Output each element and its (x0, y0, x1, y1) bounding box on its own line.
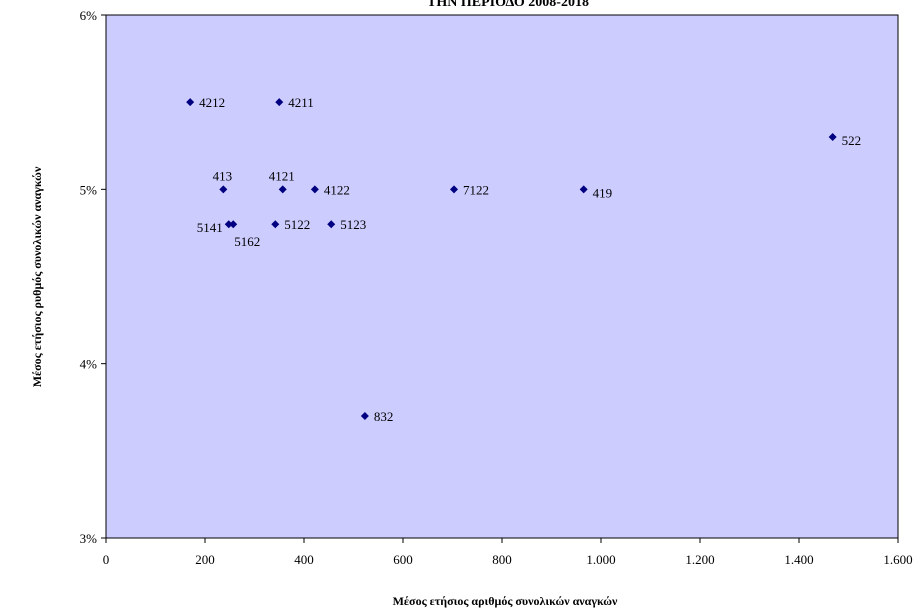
data-point-marker (449, 185, 458, 194)
data-point-marker (275, 98, 284, 107)
y-tick-label: 3% (80, 531, 98, 546)
data-point-label: 5162 (234, 234, 260, 249)
y-tick-label: 4% (80, 357, 98, 372)
y-tick-label: 5% (80, 182, 98, 197)
x-tick-label: 1.200 (685, 552, 714, 567)
x-tick-label: 1.400 (784, 552, 813, 567)
x-tick-label: 1.000 (586, 552, 615, 567)
data-point-marker (310, 185, 319, 194)
data-point-marker (278, 185, 287, 194)
data-point-label: 4211 (288, 95, 314, 110)
x-tick-label: 600 (393, 552, 413, 567)
data-point-label: 4212 (199, 95, 225, 110)
data-points: 4212 4211 522 413 4121 4122 7122 419 5141 5162 512… (186, 95, 861, 424)
x-tick-label: 1.600 (883, 552, 912, 567)
data-point-marker (327, 220, 336, 229)
data-point-label: 413 (213, 168, 233, 183)
data-point-marker (186, 98, 195, 107)
data-point-label: 4121 (269, 168, 295, 183)
data-point-marker (229, 220, 238, 229)
data-point-label: 832 (374, 409, 394, 424)
data-point-label: 5141 (197, 220, 223, 235)
y-tick-label: 6% (80, 8, 98, 23)
x-tick-label: 0 (103, 552, 110, 567)
data-point-label: 4122 (324, 182, 350, 197)
data-point-label: 5122 (284, 217, 310, 232)
data-point-marker (828, 133, 837, 142)
data-point-marker (579, 185, 588, 194)
x-axis-title: Μέσος ετήσιος αριθμός συνολικών αναγκών (393, 594, 618, 608)
data-point-marker (360, 411, 369, 420)
data-point-label: 7122 (463, 182, 489, 197)
x-tick-label: 800 (492, 552, 512, 567)
data-point-marker (219, 185, 228, 194)
x-tick-label: 200 (195, 552, 215, 567)
y-axis-title: Μέσος ετήσιος ρυθμός συνολικών αναγκών (30, 166, 44, 387)
data-point-label: 5123 (340, 217, 366, 232)
data-point-marker (271, 220, 280, 229)
x-tick-label: 400 (294, 552, 314, 567)
plot-area (105, 14, 899, 539)
data-point-marker (224, 220, 233, 229)
x-axis-ticks: 0 200 400 600 800 1.000 1.200 1.400 1.600 (103, 538, 913, 567)
data-point-label: 522 (842, 133, 862, 148)
data-point-label: 419 (593, 185, 613, 200)
chart-title: ΤΗΝ ΠΕΡΙΟΔΟ 2008-2018 (427, 0, 589, 10)
y-axis-ticks: 3% 4% 5% 6% (80, 8, 106, 546)
